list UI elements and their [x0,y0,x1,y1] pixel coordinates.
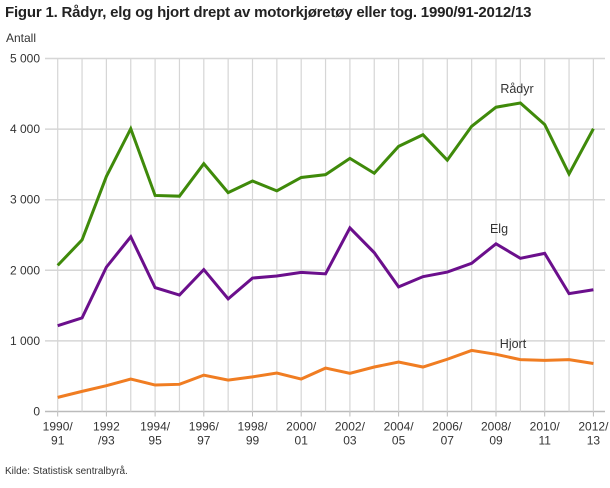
x-tick-label: 1990/ [43,420,74,434]
y-tick-label: 4 000 [10,122,40,136]
chart-title: Figur 1. Rådyr, elg og hjort drept av mo… [5,4,532,21]
x-tick-label: 2000/ [286,420,317,434]
x-tick-label: 97 [197,434,211,448]
x-tick-label: 2008/ [481,420,512,434]
series-label: Hjort [500,337,527,351]
x-tick-label: 2012/ [578,420,609,434]
series-label: Rådyr [500,82,533,96]
x-tick-label: 1994/ [140,420,171,434]
x-tick-label: 05 [392,434,406,448]
x-tick-label: 1996/ [189,420,220,434]
x-tick-label: 2010/ [530,420,561,434]
y-axis: 0 1 000 2 000 3 000 4 000 5 000 [10,52,40,419]
x-tick-label: 2002/ [335,420,366,434]
x-tick-label: 1992 [93,420,120,434]
x-tick-label: /93 [98,434,115,448]
x-tick-label: 13 [587,434,601,448]
x-tick-label: 09 [489,434,503,448]
x-tick-label: 99 [246,434,260,448]
x-tick-label: 11 [538,434,551,448]
y-axis-label: Antall [6,31,36,45]
series-lines: Rådyr Elg Hjort [56,82,595,399]
y-tick-label: 1 000 [10,334,40,348]
x-tick-label: 03 [343,434,357,448]
source-note: Kilde: Statistisk sentralbyrå. [5,466,128,477]
x-tick-label: 01 [295,434,309,448]
x-tick-label: 95 [148,434,162,448]
x-tick-label: 2004/ [384,420,415,434]
series-line-elg [57,225,594,328]
y-tick-label: 0 [33,405,40,419]
y-tick-label: 2 000 [10,263,40,277]
series-line-rådyr [56,101,595,267]
series-line-hjort [57,348,594,399]
series-label: Elg [490,222,508,236]
x-tick-label: 91 [51,434,65,448]
x-tick-label: 1998/ [237,420,268,434]
y-tick-label: 5 000 [10,52,40,66]
x-tick-label: 2006/ [432,420,463,434]
x-tick-label: 07 [441,434,455,448]
y-tick-label: 3 000 [10,193,40,207]
x-axis: 1990/91 1992/93 1994/95 1996/97 1998/99 2000/… [43,411,609,448]
